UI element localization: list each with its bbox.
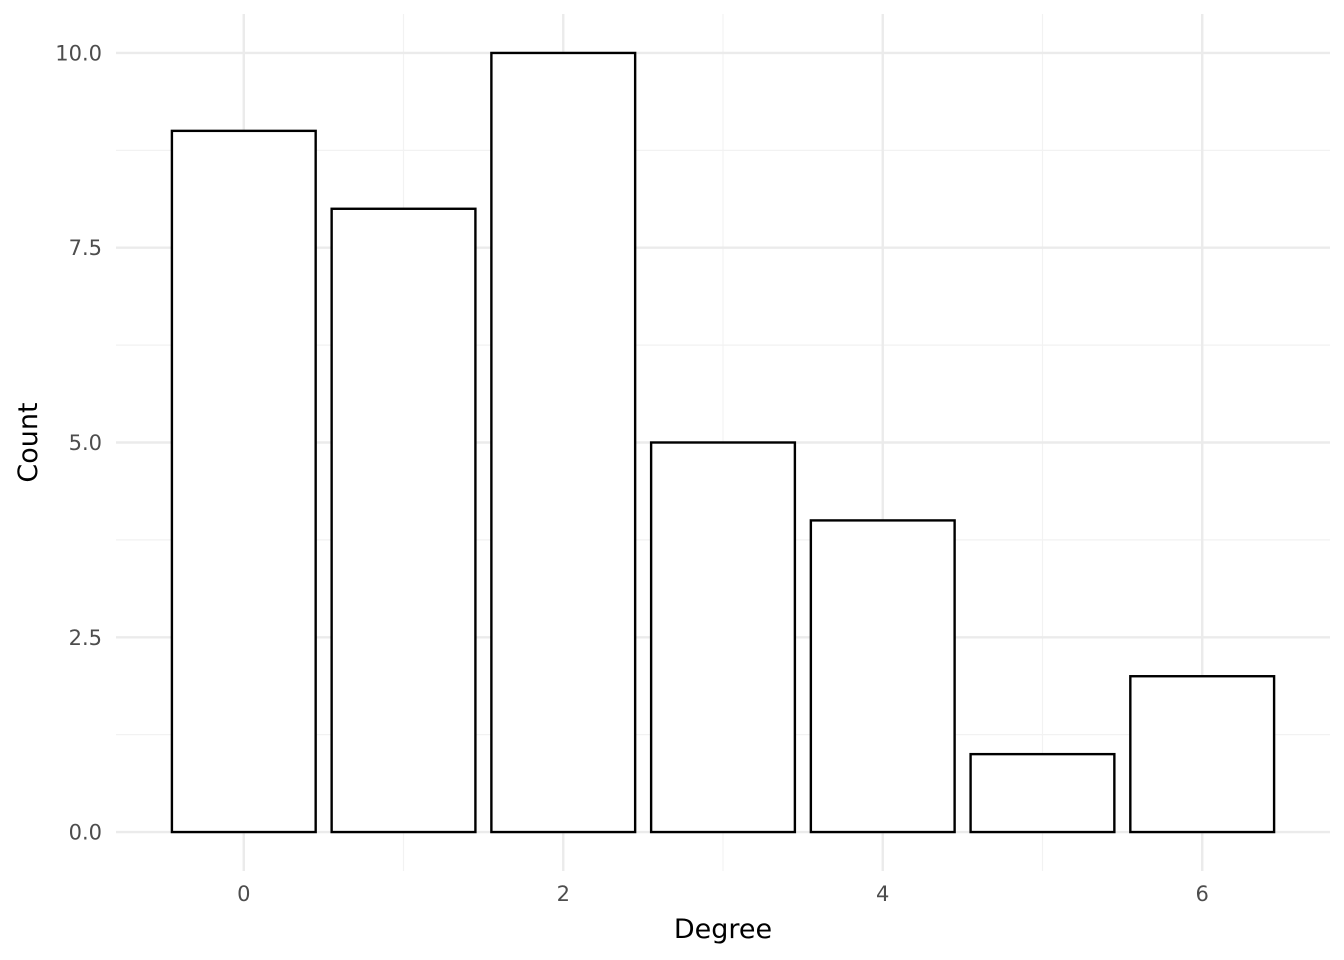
bar-degree-6 <box>1129 675 1276 834</box>
x-tick-label: 4 <box>876 882 889 906</box>
bar-degree-0 <box>170 129 317 834</box>
y-tick-label: 5.0 <box>69 431 102 455</box>
x-tick-label: 2 <box>557 882 570 906</box>
y-axis-tick-labels: 0.0 2.5 5.0 7.5 10.0 <box>55 41 102 844</box>
x-axis-title: Degree <box>674 914 772 945</box>
bar-degree-5 <box>969 752 1116 834</box>
y-tick-label: 2.5 <box>69 626 102 650</box>
bar-degree-1 <box>330 207 477 834</box>
y-axis-title: Count <box>13 402 44 482</box>
bar-degree-4 <box>809 519 956 834</box>
bars <box>170 51 1276 834</box>
x-tick-label: 0 <box>237 882 250 906</box>
bar-degree-3 <box>649 441 797 834</box>
y-tick-label: 0.0 <box>69 821 102 845</box>
bar-degree-2 <box>490 51 637 834</box>
x-tick-label: 6 <box>1196 882 1209 906</box>
y-tick-label: 10.0 <box>55 41 102 65</box>
x-axis-tick-labels: 0 2 4 6 <box>237 882 1209 906</box>
y-tick-label: 7.5 <box>69 236 102 260</box>
